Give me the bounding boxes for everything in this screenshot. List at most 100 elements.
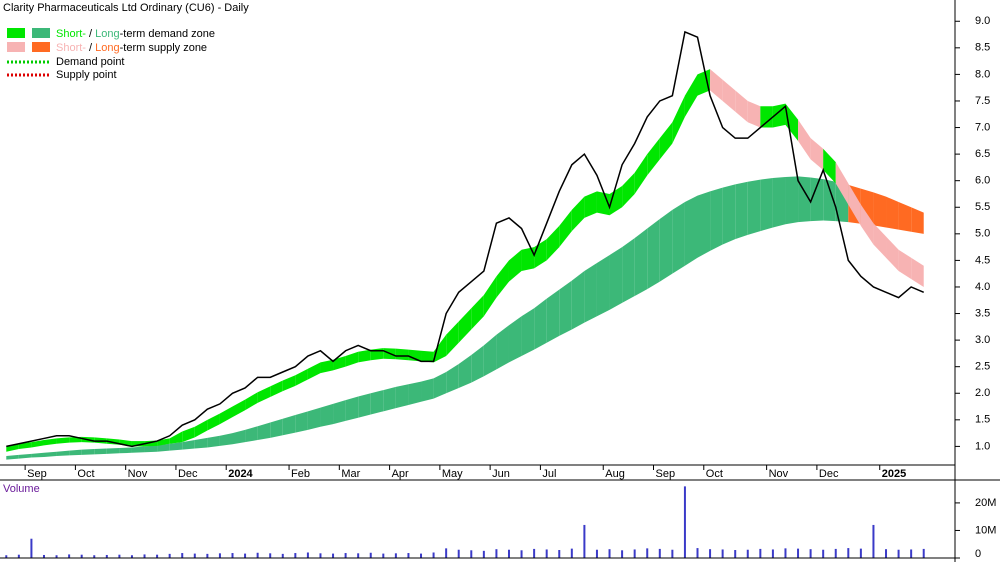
legend-swatch [7,42,25,52]
volume-bar [168,553,171,558]
volume-bar [771,549,774,558]
volume-bar [344,553,347,558]
volume-bar [55,555,58,558]
volume-bar [809,549,812,558]
y-tick-label: 2.0 [975,387,990,399]
long-zone [785,176,799,225]
y-tick-label: 7.5 [975,95,990,107]
volume-label: Volume [3,483,40,495]
volume-bar [445,548,448,558]
x-tick-label: 2025 [882,468,906,480]
long-zone [395,384,409,409]
long-zone [18,453,32,459]
short-zone [672,95,685,144]
x-tick-label: Jun [492,468,510,480]
short-zone [43,438,57,446]
volume-bar [457,549,460,558]
long-zone [446,364,459,394]
short-zone [609,186,623,216]
long-zone [496,325,509,370]
volume-bar [193,553,196,558]
legend-part: Short- [56,42,86,54]
long-zone [584,263,597,323]
volume-bar [256,552,259,558]
x-tick-label: 2024 [228,468,253,480]
legend-part: -term supply zone [120,42,207,54]
short-zone [395,348,409,361]
short-zone [408,349,422,362]
x-tick-label: Oct [77,468,94,480]
y-tick-label: 20M [975,497,996,509]
x-tick-label: Aug [605,468,625,480]
short-zone [634,154,648,194]
long-zone [295,411,308,433]
short-zone [458,308,472,343]
volume-bar [218,553,221,558]
volume-bar [784,548,787,558]
short-zone [169,431,183,444]
short-zone [521,247,535,272]
x-tick-label: Apr [392,468,409,480]
volume-bar [897,549,900,558]
x-tick-label: Dec [819,468,839,480]
volume-bar [5,555,8,558]
y-tick-label: 9.0 [975,15,990,27]
y-tick-label: 4.0 [975,281,990,293]
y-tick-label: 2.5 [975,361,990,373]
volume-bar [382,553,385,558]
chart-title: Clarity Pharmaceuticals Ltd Ordinary (CU… [3,2,249,14]
y-tick-label: 3.5 [975,307,990,319]
short-zone [534,239,547,269]
long-zone [245,426,258,443]
long-zone [886,196,899,230]
long-zone [169,442,183,451]
short-zone [508,249,522,282]
short-zone [898,249,912,279]
long-zone [622,238,635,303]
y-tick-label: 10M [975,524,996,536]
long-zone [31,452,44,458]
short-zone [370,348,384,361]
short-zone [571,196,585,232]
y-tick-label: 1.0 [975,440,990,452]
y-tick-label: 1.5 [975,414,990,426]
volume-bar [872,524,875,558]
y-tick-label: 6.5 [975,148,990,160]
legend-swatch [32,28,50,38]
long-zone [596,255,610,317]
volume-bar [683,486,686,558]
long-zone [760,178,773,232]
short-zone [886,236,899,272]
long-zone [458,354,472,388]
volume-bar [608,549,611,558]
volume-bar [482,550,485,558]
y-tick-label: 8.0 [975,68,990,80]
volume-bar [470,550,473,558]
short-zone [194,419,208,438]
x-tick-label: Feb [291,468,310,480]
legend-part: Short- [56,28,86,40]
long-zone [421,378,434,402]
volume-bar [30,538,33,558]
long-zone [144,445,158,453]
volume-bar [407,553,410,558]
x-tick-label: Mar [341,468,360,480]
short-zone [270,380,283,397]
volume-bar [507,549,510,558]
long-zone [508,316,522,363]
legend-part: -term demand zone [120,28,215,40]
volume-bar [244,553,247,558]
volume-bar [595,549,598,558]
short-zone [471,294,484,330]
short-zone [584,191,597,218]
long-zone [94,448,107,455]
long-zone [383,386,396,412]
long-zone [873,192,887,228]
long-zone [823,179,836,222]
long-zone [270,418,283,438]
short-zone [735,90,748,123]
volume-bar [319,553,322,558]
short-zone [747,100,761,128]
volume-bar [633,549,636,558]
volume-bar [143,554,146,558]
